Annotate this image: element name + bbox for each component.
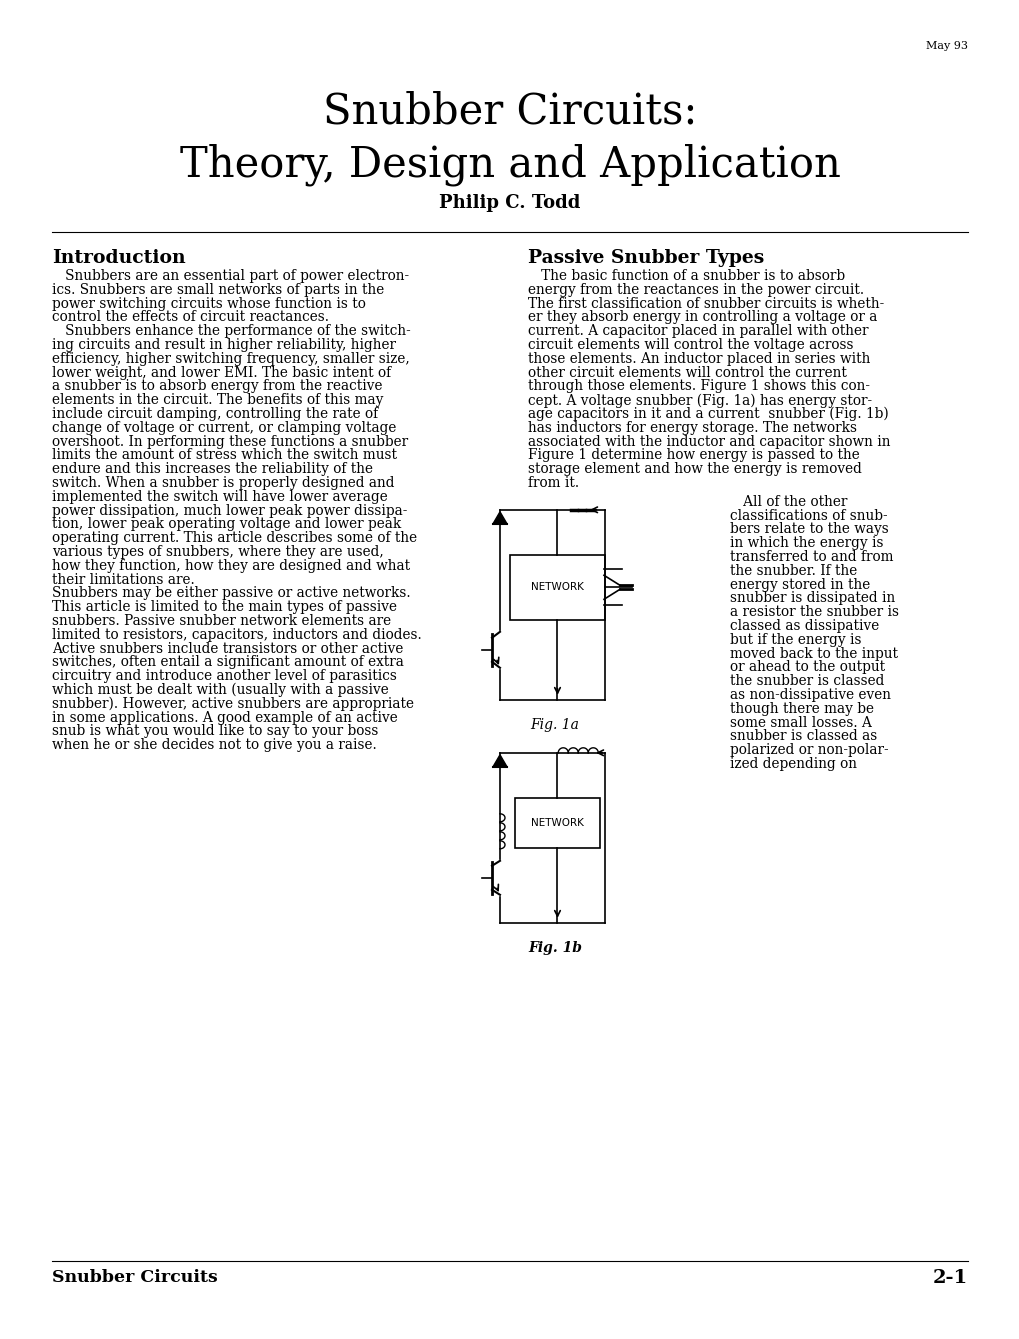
Text: Introduction: Introduction (52, 249, 185, 266)
Text: tion, lower peak operating voltage and lower peak: tion, lower peak operating voltage and l… (52, 517, 400, 532)
Text: Active snubbers include transistors or other active: Active snubbers include transistors or o… (52, 641, 403, 656)
Text: overshoot. In performing these functions a snubber: overshoot. In performing these functions… (52, 435, 408, 449)
Text: circuitry and introduce another level of parasitics: circuitry and introduce another level of… (52, 670, 396, 683)
Text: snub is what you would like to say to your boss: snub is what you would like to say to yo… (52, 724, 378, 738)
Text: but if the energy is: but if the energy is (730, 633, 861, 647)
Text: change of voltage or current, or clamping voltage: change of voltage or current, or clampin… (52, 420, 396, 435)
Text: Figure 1 determine how energy is passed to the: Figure 1 determine how energy is passed … (528, 449, 859, 462)
Text: has inductors for energy storage. The networks: has inductors for energy storage. The ne… (528, 420, 856, 435)
Text: energy stored in the: energy stored in the (730, 577, 869, 592)
Text: classed as dissipative: classed as dissipative (730, 619, 878, 633)
Text: transferred to and from: transferred to and from (730, 550, 893, 564)
Text: storage element and how the energy is removed: storage element and how the energy is re… (528, 462, 861, 477)
Text: in which the energy is: in which the energy is (730, 536, 882, 550)
Text: lower weight, and lower EMI. The basic intent of: lower weight, and lower EMI. The basic i… (52, 366, 390, 379)
Polygon shape (492, 755, 506, 767)
Text: Theory, Design and Application: Theory, Design and Application (179, 145, 840, 186)
Text: Snubber Circuits: Snubber Circuits (52, 1269, 217, 1285)
Text: implemented the switch will have lower average: implemented the switch will have lower a… (52, 490, 387, 503)
Text: control the effects of circuit reactances.: control the effects of circuit reactance… (52, 311, 329, 324)
Text: moved back to the input: moved back to the input (730, 647, 897, 660)
Text: snubbers. Passive snubber network elements are: snubbers. Passive snubber network elemen… (52, 615, 390, 628)
Text: other circuit elements will control the current: other circuit elements will control the … (528, 366, 846, 379)
Text: snubber is classed as: snubber is classed as (730, 730, 876, 743)
Text: cept. A voltage snubber (Fig. 1a) has energy stor-: cept. A voltage snubber (Fig. 1a) has en… (528, 394, 871, 407)
Text: Fig. 1a: Fig. 1a (530, 718, 579, 732)
Text: Snubbers may be either passive or active networks.: Snubbers may be either passive or active… (52, 586, 411, 600)
Text: some small losses. A: some small losses. A (730, 715, 871, 730)
Text: limited to resistors, capacitors, inductors and diodes.: limited to resistors, capacitors, induct… (52, 628, 421, 641)
Text: Philip C. Todd: Philip C. Todd (439, 194, 580, 212)
Text: though there may be: though there may be (730, 702, 873, 716)
Text: 2-1: 2-1 (931, 1269, 967, 1287)
Text: from it.: from it. (528, 475, 579, 490)
Polygon shape (492, 511, 506, 524)
Text: the snubber. If the: the snubber. If the (730, 564, 856, 578)
Text: The basic function of a snubber is to absorb: The basic function of a snubber is to ab… (528, 269, 845, 283)
Text: efficiency, higher switching frequency, smaller size,: efficiency, higher switching frequency, … (52, 352, 410, 366)
Text: All of the other: All of the other (730, 495, 847, 509)
Text: those elements. An inductor placed in series with: those elements. An inductor placed in se… (528, 352, 869, 366)
Text: include circuit damping, controlling the rate of: include circuit damping, controlling the… (52, 407, 378, 420)
Text: operating current. This article describes some of the: operating current. This article describe… (52, 532, 417, 545)
Text: energy from the reactances in the power circuit.: energy from the reactances in the power … (528, 283, 863, 297)
Text: classifications of snub-: classifications of snub- (730, 509, 887, 522)
Text: switches, often entail a significant amount of extra: switches, often entail a significant amo… (52, 655, 404, 670)
Text: snubber). However, active snubbers are appropriate: snubber). However, active snubbers are a… (52, 696, 414, 711)
Text: polarized or non-polar-: polarized or non-polar- (730, 743, 888, 757)
Text: a resistor the snubber is: a resistor the snubber is (730, 605, 898, 619)
Text: er they absorb energy in controlling a voltage or a: er they absorb energy in controlling a v… (528, 311, 876, 324)
Text: power dissipation, much lower peak power dissipa-: power dissipation, much lower peak power… (52, 503, 407, 518)
Bar (515, 798, 599, 848)
Text: limits the amount of stress which the switch must: limits the amount of stress which the sw… (52, 449, 396, 462)
Text: Snubber Circuits:: Snubber Circuits: (322, 91, 697, 133)
Text: The first classification of snubber circuits is wheth-: The first classification of snubber circ… (528, 297, 883, 311)
Text: circuit elements will control the voltage across: circuit elements will control the voltag… (528, 337, 853, 352)
Text: through those elements. Figure 1 shows this con-: through those elements. Figure 1 shows t… (528, 379, 869, 394)
Text: as non-dissipative even: as non-dissipative even (730, 688, 891, 702)
Text: ized depending on: ized depending on (730, 757, 856, 771)
Text: current. A capacitor placed in parallel with other: current. A capacitor placed in parallel … (528, 324, 867, 339)
Text: associated with the inductor and capacitor shown in: associated with the inductor and capacit… (528, 435, 890, 449)
Text: elements in the circuit. The benefits of this may: elements in the circuit. The benefits of… (52, 394, 383, 407)
Text: This article is limited to the main types of passive: This article is limited to the main type… (52, 600, 396, 615)
Text: their limitations are.: their limitations are. (52, 573, 195, 586)
Text: age capacitors in it and a current  snubber (Fig. 1b): age capacitors in it and a current snubb… (528, 407, 888, 422)
Text: May 93: May 93 (925, 42, 967, 51)
Text: power switching circuits whose function is to: power switching circuits whose function … (52, 297, 366, 311)
Text: when he or she decides not to give you a raise.: when he or she decides not to give you a… (52, 738, 376, 753)
Text: or ahead to the output: or ahead to the output (730, 660, 884, 675)
Text: ics. Snubbers are small networks of parts in the: ics. Snubbers are small networks of part… (52, 283, 384, 297)
Bar (510, 554, 604, 620)
Text: ing circuits and result in higher reliability, higher: ing circuits and result in higher reliab… (52, 337, 395, 352)
Text: which must be dealt with (usually with a passive: which must be dealt with (usually with a… (52, 683, 388, 698)
Text: Passive Snubber Types: Passive Snubber Types (528, 249, 763, 266)
Text: bers relate to the ways: bers relate to the ways (730, 522, 888, 537)
Text: in some applications. A good example of an active: in some applications. A good example of … (52, 711, 397, 724)
Text: endure and this increases the reliability of the: endure and this increases the reliabilit… (52, 462, 373, 477)
Text: NETWORK: NETWORK (531, 818, 583, 828)
Text: switch. When a snubber is properly designed and: switch. When a snubber is properly desig… (52, 475, 394, 490)
Text: how they function, how they are designed and what: how they function, how they are designed… (52, 558, 410, 573)
Text: a snubber is to absorb energy from the reactive: a snubber is to absorb energy from the r… (52, 379, 382, 394)
Text: various types of snubbers, where they are used,: various types of snubbers, where they ar… (52, 545, 383, 558)
Text: Snubbers are an essential part of power electron-: Snubbers are an essential part of power … (52, 269, 409, 283)
Text: NETWORK: NETWORK (531, 582, 583, 592)
Text: snubber is dissipated in: snubber is dissipated in (730, 592, 895, 605)
Text: the snubber is classed: the snubber is classed (730, 675, 883, 688)
Text: Snubbers enhance the performance of the switch-: Snubbers enhance the performance of the … (52, 324, 411, 339)
Text: Fig. 1b: Fig. 1b (528, 941, 582, 955)
